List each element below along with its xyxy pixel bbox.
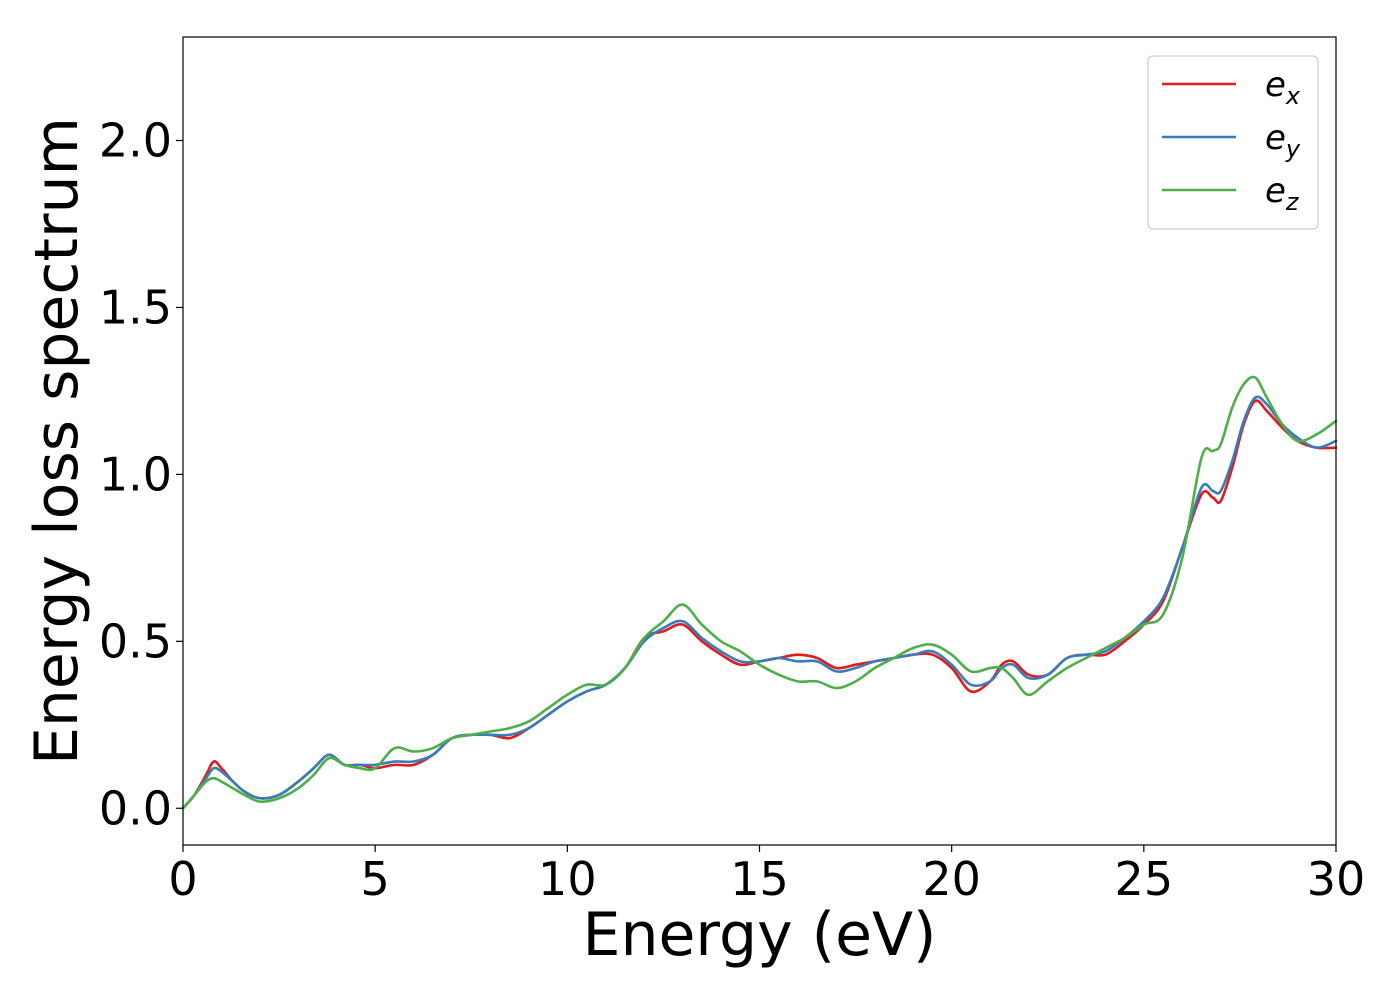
y-axis-label: Energy loss spectrum <box>22 117 92 765</box>
series-line-z <box>181 375 1338 810</box>
y-tick-label: 1.5 <box>99 280 172 334</box>
x-tick-label: 25 <box>1115 852 1174 906</box>
legend-label-y: ey <box>1265 118 1301 163</box>
series-layer <box>181 375 1338 810</box>
y-tick-label: 2.0 <box>99 114 172 168</box>
y-tick-label: 0.0 <box>99 781 172 835</box>
series-line-y <box>181 395 1338 810</box>
y-tick-label: 0.5 <box>99 614 172 668</box>
x-tick-label: 0 <box>168 852 197 906</box>
x-tick-label: 10 <box>538 852 597 906</box>
legend-label-x: ex <box>1265 65 1301 110</box>
x-tick-label: 15 <box>730 852 789 906</box>
x-axis-ticks: 0 5 10 15 20 25 30 <box>168 845 1365 906</box>
y-axis-ticks: 0.0 0.5 1.0 1.5 2.0 <box>99 114 183 835</box>
legend-frame <box>1147 55 1319 230</box>
y-tick-label: 1.0 <box>99 447 172 501</box>
x-tick-label: 20 <box>922 852 981 906</box>
x-tick-label: 5 <box>361 852 390 906</box>
x-tick-label: 30 <box>1307 852 1366 906</box>
x-axis-label: Energy (eV) <box>583 900 937 970</box>
